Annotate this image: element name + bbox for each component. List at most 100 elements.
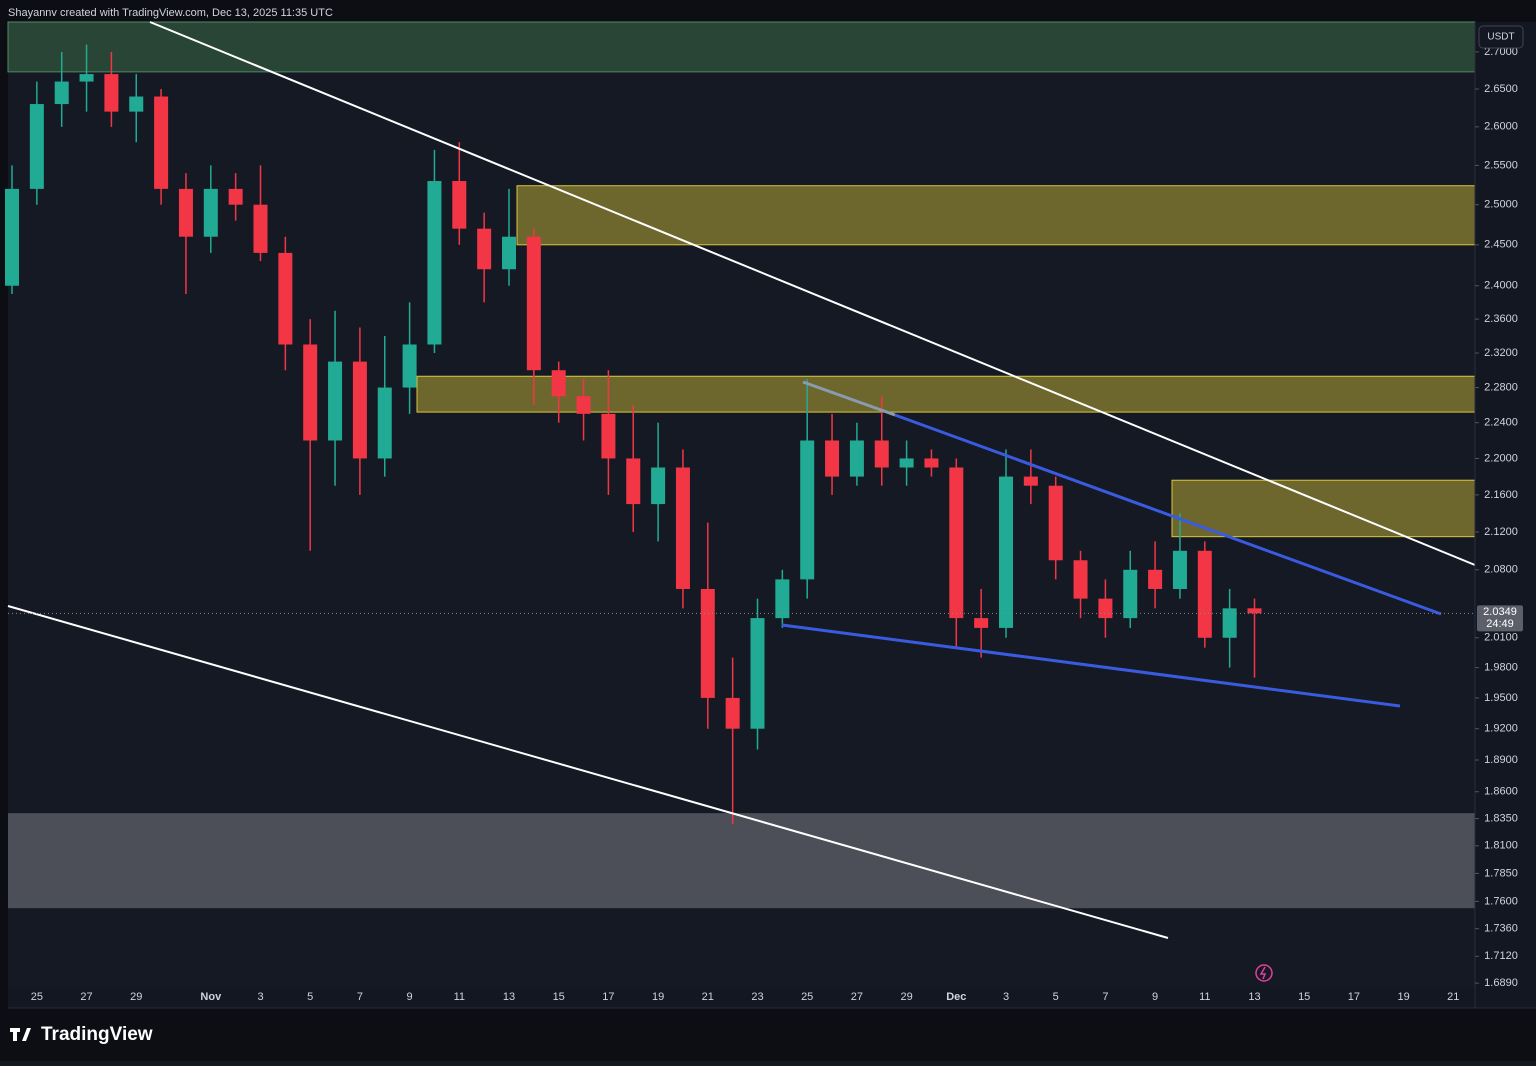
- candle-body: [825, 440, 840, 477]
- time-axis: [8, 987, 1475, 1008]
- currency-button[interactable]: [1478, 25, 1524, 49]
- y-tick-label: 1.8600: [1484, 786, 1518, 798]
- x-tick-label: 17: [1348, 991, 1360, 1003]
- x-tick-label: Dec: [946, 991, 966, 1003]
- x-tick-label: 9: [407, 991, 413, 1003]
- candle-body: [502, 236, 516, 270]
- candle-body: [1148, 569, 1163, 589]
- candle-body: [377, 387, 392, 459]
- price-zone: [1171, 479, 1476, 538]
- event-icon[interactable]: [1255, 964, 1273, 982]
- candle-body: [874, 440, 889, 468]
- candle-body: [402, 344, 417, 388]
- candle-body: [79, 74, 94, 82]
- y-tick-label: 1.9200: [1484, 723, 1518, 735]
- x-tick-label: 13: [1248, 991, 1260, 1003]
- x-tick-label: 5: [307, 991, 313, 1003]
- x-tick-label: Nov: [200, 991, 222, 1003]
- candle-body: [253, 204, 268, 253]
- x-tick-label: 27: [80, 991, 92, 1003]
- drawings: [7, 21, 1476, 939]
- x-tick-label: 11: [454, 991, 465, 1003]
- y-tick-label: 1.7360: [1484, 923, 1518, 935]
- x-tick-label: 25: [801, 991, 813, 1003]
- x-tick-label: 29: [900, 991, 912, 1003]
- y-tick-label: 1.6890: [1484, 977, 1518, 989]
- candle-body: [974, 618, 989, 628]
- candle-body: [1123, 569, 1138, 619]
- x-tick-label: 7: [1102, 991, 1108, 1003]
- candle-body: [1172, 550, 1187, 589]
- candle-body: [924, 458, 939, 468]
- candle-body: [899, 458, 914, 468]
- candle-body: [800, 440, 815, 580]
- candle-body: [1222, 608, 1237, 638]
- y-tick-label: 1.9500: [1484, 692, 1518, 704]
- event-icon-bolt: [1259, 966, 1267, 980]
- candle-body: [452, 181, 467, 229]
- y-tick-label: 2.2400: [1484, 417, 1518, 429]
- candle-body: [1048, 485, 1063, 561]
- y-tick-label: 2.0100: [1484, 632, 1518, 644]
- x-tick-label: 25: [31, 991, 43, 1003]
- y-tick-label: 2.3600: [1484, 313, 1518, 325]
- y-tick-label: 1.7850: [1484, 867, 1518, 879]
- y-tick-label: 2.6500: [1484, 83, 1518, 95]
- brand-name: TradingView: [41, 1024, 153, 1045]
- x-tick-label: 3: [257, 991, 263, 1003]
- x-tick-label: 7: [357, 991, 363, 1003]
- y-tick-label: 1.7120: [1484, 950, 1518, 962]
- candle-body: [700, 588, 715, 698]
- candle-body: [104, 74, 119, 112]
- candle-body: [54, 81, 69, 105]
- candle-body: [949, 467, 964, 619]
- countdown: 24:49: [1486, 618, 1514, 630]
- header: Shayannv created with TradingView.com, D…: [8, 7, 333, 19]
- candle-body: [178, 188, 193, 237]
- candle-body: [328, 361, 343, 441]
- x-tick-label: 13: [503, 991, 515, 1003]
- trend-line: [802, 380, 896, 417]
- candle-body: [203, 188, 218, 237]
- candle-body: [526, 236, 541, 371]
- trend-line: [894, 413, 1442, 616]
- y-tick-label: 1.8350: [1484, 812, 1518, 824]
- candle-body: [154, 96, 169, 189]
- x-tick-label: 17: [602, 991, 614, 1003]
- candle-body: [228, 188, 243, 205]
- candle-body: [427, 181, 442, 345]
- y-tick-label: 2.6000: [1484, 121, 1518, 133]
- candle-body: [1098, 598, 1113, 619]
- x-tick-label: 21: [702, 991, 714, 1003]
- candle-body: [626, 458, 641, 505]
- price-zone: [416, 375, 1476, 413]
- candle-body: [775, 579, 790, 619]
- trend-line: [781, 623, 1401, 708]
- x-tick-label: 19: [652, 991, 664, 1003]
- y-tick-label: 2.5500: [1484, 159, 1518, 171]
- candle-body: [551, 370, 566, 397]
- x-tick-label: 21: [1447, 991, 1459, 1003]
- y-tick-label: 2.7000: [1484, 46, 1518, 58]
- candle-body: [5, 188, 19, 286]
- y-tick-label: 1.8900: [1484, 754, 1518, 766]
- y-tick-label: 2.5000: [1484, 199, 1518, 211]
- x-tick-label: 5: [1053, 991, 1059, 1003]
- candle-body: [29, 104, 44, 189]
- x-tick-label: 23: [751, 991, 763, 1003]
- candle-body: [1247, 608, 1262, 614]
- candle-body: [601, 413, 616, 459]
- price-axis: [1475, 22, 1536, 1008]
- x-tick-label: 9: [1152, 991, 1158, 1003]
- y-tick-label: 2.1600: [1484, 489, 1518, 501]
- candle-body: [477, 228, 492, 270]
- trend-line: [7, 605, 1169, 939]
- candle-body: [129, 96, 144, 112]
- candle-body: [278, 252, 293, 345]
- x-tick-label: 11: [1199, 991, 1210, 1003]
- y-tick-label: 1.8100: [1484, 840, 1518, 852]
- candle-body: [303, 344, 318, 441]
- y-tick-label: 2.2800: [1484, 381, 1518, 393]
- y-tick-label: 2.4000: [1484, 280, 1518, 292]
